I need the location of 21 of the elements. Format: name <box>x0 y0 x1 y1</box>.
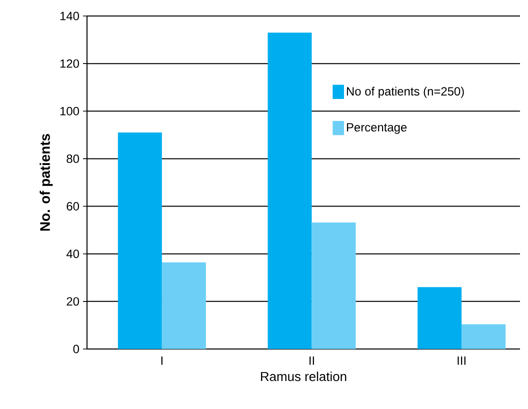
bar <box>162 262 206 349</box>
y-tick-label: 100 <box>60 106 80 116</box>
x-axis-title: Ramus relation <box>261 372 346 382</box>
bar <box>118 132 162 349</box>
y-tick-label: 120 <box>60 59 80 68</box>
bar <box>268 32 312 349</box>
bar <box>462 324 506 349</box>
y-tick-label: 20 <box>66 297 80 306</box>
bar <box>418 287 462 349</box>
x-tick-label: III <box>458 356 466 365</box>
y-tick-label: 60 <box>66 202 80 211</box>
legend-label: Percentage <box>346 123 407 134</box>
x-tick-label: II <box>310 356 314 365</box>
y-tick-label: 0 <box>73 344 80 354</box>
y-tick-label: 80 <box>66 154 80 163</box>
legend-label: No of patients (n=250) <box>346 86 464 98</box>
y-tick-label: 140 <box>60 12 80 20</box>
y-tick-label: 40 <box>66 250 80 258</box>
x-tick-label: I <box>161 356 162 365</box>
bar <box>312 222 356 349</box>
y-axis-title: No. of patients <box>40 134 53 231</box>
